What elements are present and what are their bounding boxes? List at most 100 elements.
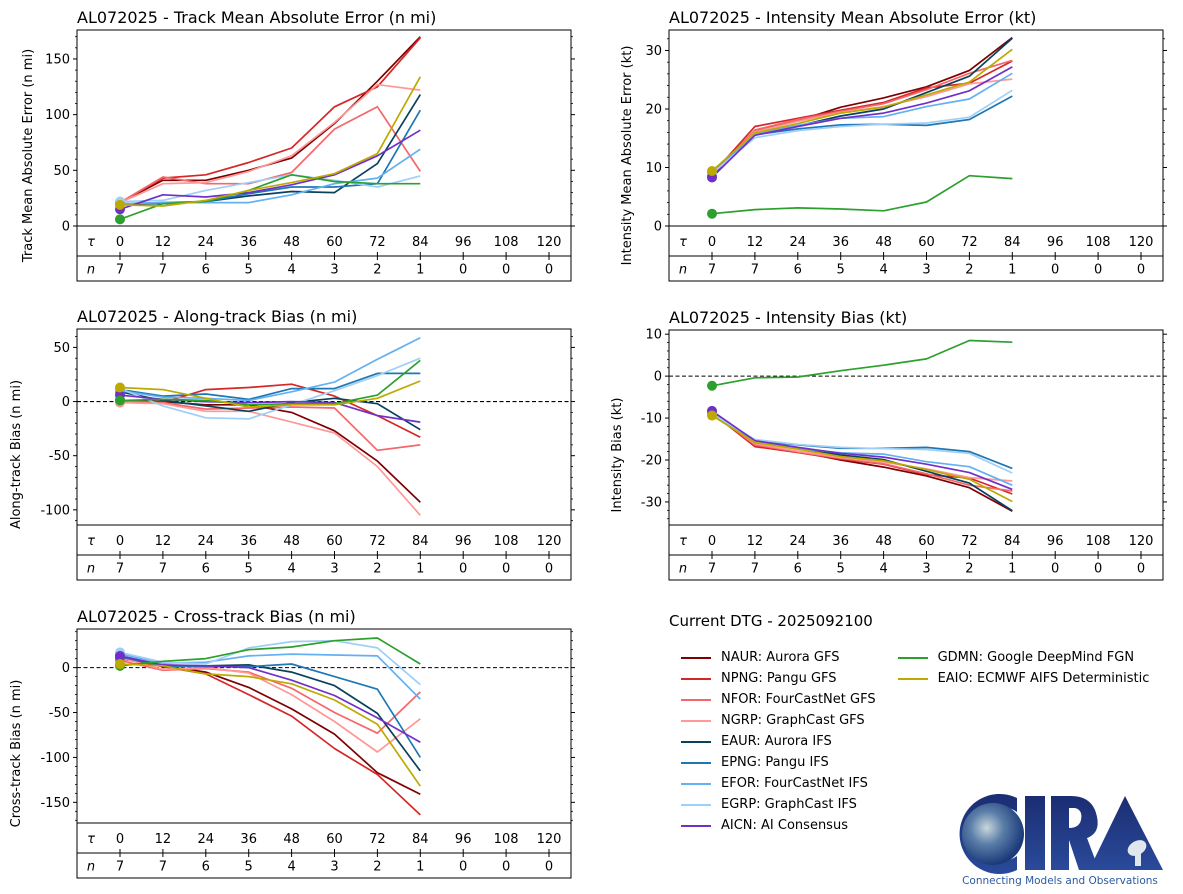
y-tick-label: 30 [645,44,662,59]
series-line-gdmn [711,174,1013,215]
n-row-label: n [87,562,95,577]
legend-item-eaio: EAIO: ECMWF AIFS Deterministic [897,668,1149,689]
series-line-efor [119,336,421,402]
n-count-label: 0 [502,562,510,577]
tau-tick-label: 72 [369,534,386,549]
tau-tick-label: 120 [537,235,562,250]
n-count-label: 7 [159,263,167,278]
series-line-ngrp [119,656,421,753]
n-count-label: 0 [1094,263,1102,278]
y-tick-label: 0 [654,370,662,385]
tau-tick-label: 72 [369,832,386,847]
tau-tick-label: 84 [412,832,429,847]
y-tick-label: 10 [645,328,662,343]
legend-swatch [897,677,928,680]
series-line-nfor [711,411,1013,492]
tau-row-label: τ [87,832,95,847]
n-count-label: 5 [245,562,253,577]
n-row-label: n [679,562,687,577]
plot-frame [76,328,572,581]
tau-tick-label: 12 [155,832,172,847]
series-line-npng [119,383,421,439]
tau-tick-label: 0 [116,832,124,847]
legend-swatch [681,677,711,680]
series-line-aicn [711,410,1013,491]
tau-row-label: τ [679,534,687,549]
n-count-label: 4 [879,263,887,278]
point-marker-gdmn [115,395,125,406]
tau-tick-label: 60 [326,832,343,847]
tau-tick-label: 48 [283,235,300,250]
y-tick-label: -100 [40,751,70,766]
series-line-eaio [119,76,422,207]
tau-tick-label: 60 [918,235,935,250]
series-line-eaio [711,414,1013,503]
n-count-label: 0 [502,263,510,278]
series-line-nfor [711,59,1013,176]
n-count-label: 4 [287,860,295,875]
series-line-gdmn [119,359,421,406]
series-line-ngrp [119,401,421,516]
n-count-label: 7 [116,860,124,875]
tau-tick-label: 108 [494,534,519,549]
n-row-label: n [679,263,687,278]
tau-tick-label: 36 [240,235,257,250]
tau-tick-label: 24 [198,534,215,549]
chart-title: AL072025 - Along-track Bias (n mi) [77,307,357,326]
chart-title: AL072025 - Cross-track Bias (n mi) [77,607,356,626]
tau-tick-label: 120 [1129,534,1154,549]
chart-title: AL072025 - Intensity Bias (kt) [669,308,907,327]
point-marker-eaio [707,410,717,421]
y-axis-label: Along-track Bias (n mi) [9,380,24,529]
tau-tick-label: 48 [283,534,300,549]
series-group [115,36,422,225]
series-line-gdmn [711,339,1013,387]
series-line-egrp [119,639,421,686]
n-count-label: 0 [1137,263,1145,278]
chart-title: AL072025 - Intensity Mean Absolute Error… [669,8,1036,27]
legend-item-gdmn: GDMN: Google DeepMind FGN [897,647,1150,668]
n-count-label: 1 [416,562,424,577]
point-marker-eaio [115,199,125,210]
series-line-ngrp [711,412,1013,482]
tau-tick-label: 12 [747,235,764,250]
legend-swatch [897,656,928,659]
tau-tick-label: 84 [412,235,429,250]
n-count-label: 7 [159,562,167,577]
chart-panel-cross_track_bias: AL072025 - Cross-track Bias (n mi) Cross-… [9,607,575,879]
y-tick-label: 10 [645,161,662,176]
legend-swatch [681,824,711,827]
n-count-label: 0 [459,263,467,278]
legend-item-egrp: EGRP: GraphCast IFS [681,794,876,815]
y-tick-label: 0 [654,220,662,235]
tau-tick-label: 84 [1004,235,1021,250]
n-count-label: 4 [287,562,295,577]
tau-tick-label: 60 [326,534,343,549]
n-count-label: 5 [837,562,845,577]
point-marker-eaio [707,166,717,177]
y-tick-label: -20 [641,454,662,469]
n-count-label: 7 [708,562,716,577]
tau-tick-label: 48 [283,832,300,847]
point-marker-eaio [115,659,125,670]
current-dtg-label: Current DTG - 2025092100 [669,612,873,630]
y-tick-label: -150 [40,796,70,811]
n-count-label: 1 [416,263,424,278]
legend-label: NFOR: FourCastNet GFS [721,692,876,707]
legend-label: EFOR: FourCastNet IFS [721,776,868,791]
series-line-eaur [119,390,421,431]
series-group [115,336,421,516]
tau-tick-label: 0 [708,235,716,250]
n-count-label: 2 [965,562,973,577]
legend-label: NAUR: Aurora GFS [721,650,840,665]
series-line-aicn [711,66,1013,179]
n-count-label: 2 [965,263,973,278]
tau-tick-label: 108 [494,832,519,847]
chart-panel-along_track_bias: AL072025 - Along-track Bias (n mi) Along-… [9,307,575,581]
n-count-label: 7 [116,263,124,278]
legend-item-eaur: EAUR: Aurora IFS [681,731,876,752]
tau-tick-label: 36 [240,832,257,847]
cira-logo: Connecting Models and Observations [955,790,1165,890]
tau-tick-label: 108 [1086,534,1111,549]
